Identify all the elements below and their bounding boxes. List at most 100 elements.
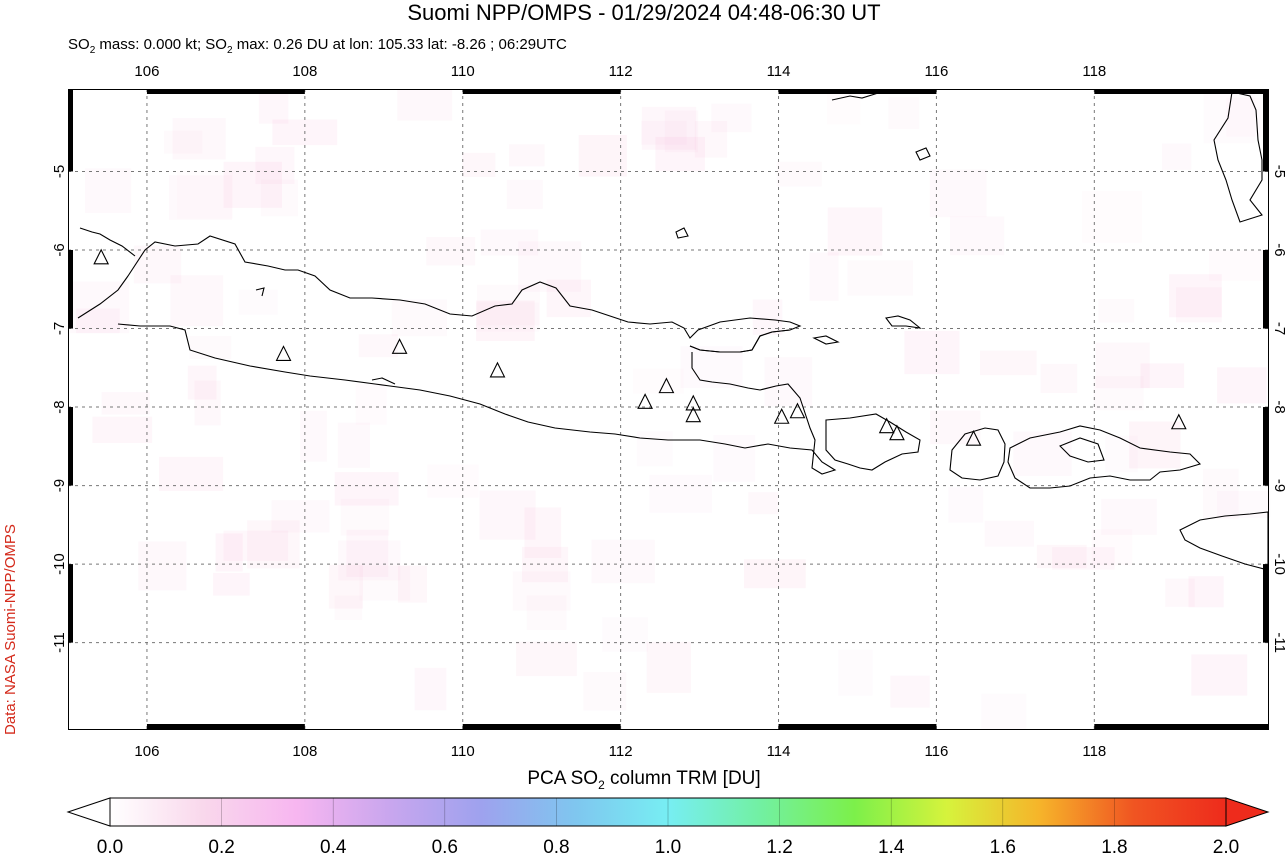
- so2-pixel: [649, 474, 712, 513]
- so2-pixel: [1176, 287, 1222, 323]
- so2-pixel: [847, 260, 913, 296]
- lon-tick-label: 118: [1082, 743, 1106, 760]
- axis-tick-labels: 106 106 108 108 110 110 112 112 114 114 116 116 118 1…: [51, 63, 1288, 760]
- so2-pixel: [1188, 576, 1224, 608]
- coastline-java-south: [117, 323, 837, 475]
- so2-pixel: [300, 410, 327, 462]
- so2-pixel: [748, 492, 779, 515]
- subtitle-part: max: 0.26 DU at lon: 105.33 lat: -8.26 ;…: [232, 36, 567, 53]
- volcano-marker: [789, 402, 806, 419]
- so2-pixel: [904, 330, 960, 375]
- map-figure: 106 106 108 108 110 110 112 112 114 114 116 116 118 1…: [51, 63, 1288, 760]
- volcano-marker: [489, 361, 506, 378]
- so2-pixel: [462, 152, 496, 178]
- lat-tick-label: -6: [1271, 243, 1288, 256]
- so2-pixel: [512, 571, 571, 611]
- so2-pixel: [888, 97, 920, 129]
- so2-pixel-layer: [70, 89, 1271, 729]
- border-segment: [1263, 407, 1268, 486]
- subtitle-part: mass: 0.000 kt; SO: [95, 36, 227, 53]
- map-title: Suomi NPP/OMPS - 01/29/2024 04:48-06:30 …: [407, 0, 881, 25]
- so2-pixel: [355, 383, 387, 425]
- so2-pixel: [524, 507, 562, 559]
- subscript: 2: [89, 45, 96, 56]
- so2-pixel: [602, 617, 648, 652]
- map-border-ticks: [68, 89, 1268, 729]
- lat-tick-label: -9: [51, 479, 68, 492]
- lat-tick-label: -11: [1271, 632, 1288, 653]
- border-segment: [1094, 724, 1268, 729]
- coastline-layer: [77, 89, 1269, 571]
- so2-pixel: [1217, 490, 1271, 518]
- so2-pixel: [776, 161, 822, 187]
- subtitle-part: SO: [68, 36, 90, 53]
- subscript: 2: [598, 777, 605, 792]
- so2-pixel: [509, 144, 545, 167]
- coastline-lombok: [949, 427, 1006, 481]
- lon-tick-label: 114: [767, 63, 791, 80]
- so2-pixel: [764, 357, 813, 407]
- so2-pixel: [980, 350, 1037, 376]
- lat-tick-label: -9: [1271, 479, 1288, 492]
- so2-pixel: [950, 216, 1005, 256]
- so2-pixel: [1203, 92, 1256, 144]
- so2-pixel: [271, 500, 330, 533]
- so2-pixel: [1129, 421, 1181, 469]
- so2-pixel: [334, 472, 399, 506]
- lat-tick-label: -5: [51, 165, 68, 178]
- so2-pixel: [358, 334, 398, 358]
- colorbar-tick-label: 0.8: [543, 837, 569, 855]
- colorbar-max-arrow: [1225, 797, 1270, 827]
- so2-pixel: [479, 490, 536, 540]
- coastline-islet: [675, 227, 689, 239]
- coastline-sumatra: [79, 227, 136, 257]
- border-segment: [146, 89, 305, 94]
- border-segment: [68, 249, 73, 329]
- so2-pixel: [189, 336, 232, 359]
- colorbar-tick-label: 1.4: [878, 837, 905, 855]
- so2-pixel: [1101, 498, 1157, 535]
- so2-pixel: [752, 299, 783, 335]
- so2-pixel: [809, 252, 839, 301]
- so2-pixel: [1226, 97, 1262, 137]
- so2-pixel: [981, 693, 1027, 729]
- coastline-bali: [825, 413, 921, 471]
- coastline-sumba: [1179, 511, 1269, 571]
- lon-tick-label: 116: [924, 63, 948, 80]
- volcano-marker: [889, 424, 905, 441]
- so2-pixel: [215, 533, 243, 572]
- colorbar-tick-label: 1.6: [990, 837, 1016, 855]
- border-segment: [146, 724, 305, 729]
- lon-tick-label: 112: [609, 743, 633, 760]
- map-subtitle: SO2 mass: 0.000 kt; SO2 max: 0.26 DU at …: [68, 36, 567, 60]
- coastline-sumbawa: [1007, 425, 1202, 489]
- colorbar-tick-label: 0.0: [97, 837, 123, 855]
- border-segment: [462, 89, 621, 94]
- so2-pixel: [238, 289, 278, 315]
- lat-tick-label: -11: [51, 632, 68, 653]
- lat-tick-label: -7: [1271, 322, 1288, 335]
- so2-pixel: [260, 179, 298, 217]
- so2-pixel: [164, 130, 203, 154]
- so2-pixel: [334, 595, 363, 621]
- colorbar-tick-label: 0.6: [432, 837, 458, 855]
- coastline-islet: [812, 335, 840, 345]
- so2-pixel: [101, 392, 150, 415]
- colorbar-tick-label: 0.2: [208, 837, 234, 855]
- so2-pixel: [476, 302, 540, 332]
- coastline-islet: [371, 377, 396, 385]
- so2-pixel: [1082, 191, 1142, 243]
- so2-pixel: [583, 672, 627, 711]
- so2-pixel: [516, 641, 577, 677]
- so2-pixel: [1036, 544, 1087, 569]
- colorbar-tick-label: 1.0: [655, 837, 681, 855]
- so2-pixel: [591, 539, 655, 584]
- so2-pixel: [133, 245, 182, 284]
- so2-pixel: [827, 93, 861, 125]
- volcano-marker: [637, 393, 653, 409]
- colorbar-tick-label: 1.8: [1101, 837, 1127, 855]
- so2-pixel: [480, 229, 539, 256]
- so2-pixel: [518, 241, 582, 292]
- lon-tick-label: 106: [134, 743, 159, 760]
- border-segment: [68, 564, 73, 643]
